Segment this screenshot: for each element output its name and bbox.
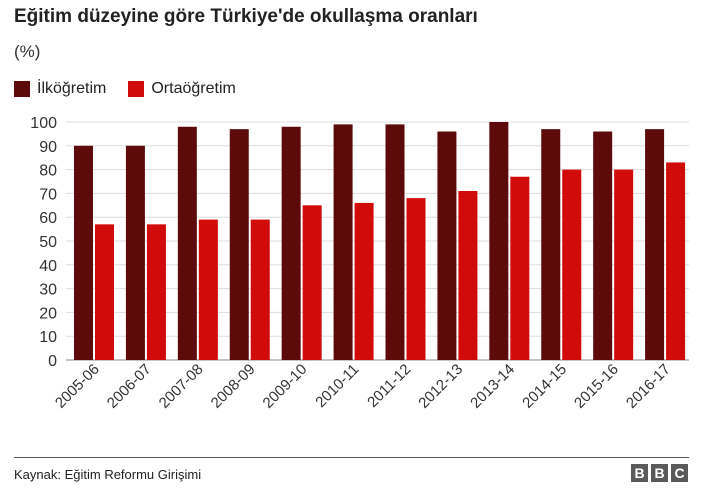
y-tick-label: 0 [48,353,57,370]
y-tick-label: 40 [39,258,57,275]
x-tick-label: 2008-09 [208,361,259,412]
x-tick-label: 2006-07 [104,361,155,412]
chart-subtitle: (%) [14,42,41,61]
y-tick-label: 50 [39,234,57,251]
y-tick-label: 100 [30,115,57,132]
x-tick-label: 2014-15 [519,361,570,412]
bar-ortaogretim [666,162,686,360]
bar-ilkogretim [177,126,197,360]
y-tick-label: 20 [39,305,57,322]
chart-title: Eğitim düzeyine göre Türkiye'de okullaşm… [14,6,478,27]
bbc-logo-letter: C [671,464,688,482]
x-tick-label: 2005-06 [52,361,103,412]
bar-ilkogretim [437,131,457,360]
legend-swatch-ilkogretim [14,81,30,97]
y-tick-label: 90 [39,139,57,156]
x-tick-label: 2009-10 [260,361,311,412]
x-tick-label: 2015-16 [571,361,622,412]
bar-ilkogretim [229,129,249,360]
bar-ortaogretim [250,219,270,360]
x-tick-label: 2007-08 [156,361,207,412]
bar-ilkogretim [333,124,353,360]
bar-ortaogretim [406,198,426,360]
bar-ortaogretim [302,205,322,360]
bar-ortaogretim [146,224,166,360]
bar-ilkogretim [489,122,509,360]
bar-ortaogretim [458,191,478,360]
bar-ortaogretim [510,176,530,360]
bar-ilkogretim [645,129,665,360]
legend-label-ilkogretim: İlköğretim [37,80,107,97]
bar-ortaogretim [198,219,218,360]
bar-ortaogretim [354,202,374,360]
bbc-logo-letter: B [651,464,668,482]
y-tick-label: 30 [39,282,57,299]
bar-ilkogretim [281,126,301,360]
bar-ilkogretim [125,145,145,360]
y-tick-label: 10 [39,329,57,346]
bar-ortaogretim [95,224,114,360]
legend-item-ortaogretim: Ortaöğretim [128,80,236,98]
bar-ortaogretim [614,169,634,360]
legend-swatch-ortaogretim [128,81,145,97]
bar-ilkogretim [593,131,613,360]
legend-label-ortaogretim: Ortaöğretim [151,80,236,97]
bar-ilkogretim [385,124,405,360]
x-tick-label: 2012-13 [415,361,466,412]
y-tick-label: 80 [39,163,57,180]
y-tick-label: 60 [39,210,57,227]
bar-ilkogretim [541,129,561,360]
x-tick-label: 2010-11 [312,361,362,411]
bar-ilkogretim [74,145,93,360]
footer-divider [14,457,689,458]
bbc-logo-letter: B [631,464,648,482]
x-tick-label: 2013-14 [467,361,518,412]
legend: İlköğretim Ortaöğretim [14,80,258,98]
source-text: Kaynak: Eğitim Reformu Girişimi [14,467,202,482]
x-tick-label: 2011-12 [364,361,414,411]
x-tick-label: 2016-17 [623,361,674,412]
bbc-logo: B B C [628,464,688,482]
bar-ortaogretim [562,169,582,360]
y-tick-label: 70 [39,186,57,203]
legend-item-ilkogretim: İlköğretim [14,80,106,98]
